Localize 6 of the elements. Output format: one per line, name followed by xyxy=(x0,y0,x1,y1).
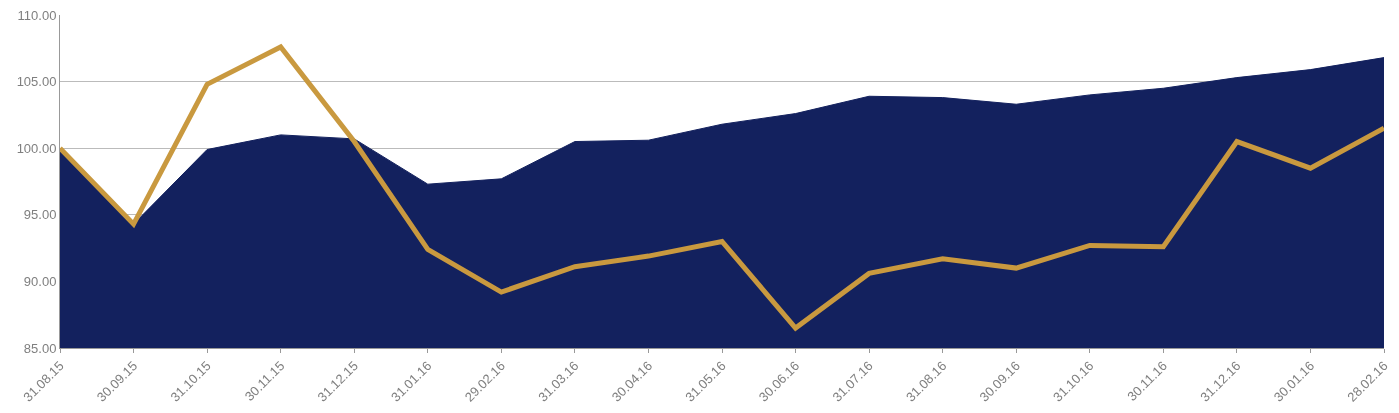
y-tick-label: 95.00 xyxy=(23,207,57,223)
y-tick-label: 105.00 xyxy=(16,74,57,90)
y-tick-label: 100.00 xyxy=(16,140,57,156)
y-tick-label: 90.00 xyxy=(23,273,57,289)
y-tick-label: 85.00 xyxy=(23,340,57,356)
y-tick-label: 110.00 xyxy=(17,7,57,23)
